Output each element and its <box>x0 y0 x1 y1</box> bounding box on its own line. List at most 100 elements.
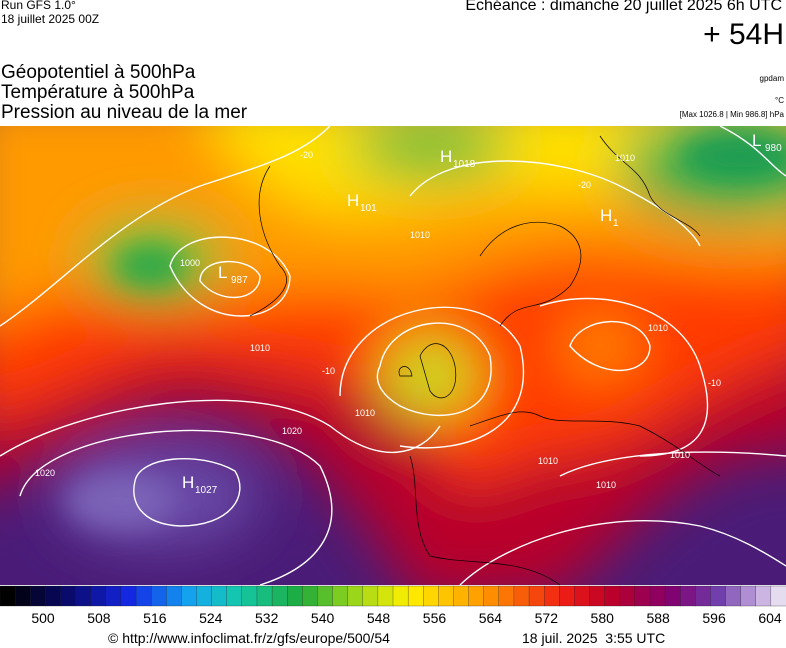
isoline-label: -20 <box>300 150 313 160</box>
colorbar-swatch <box>498 585 515 607</box>
colorbar-swatch <box>181 585 197 607</box>
colorbar-swatch <box>664 585 681 607</box>
center-symbol: H <box>600 206 612 225</box>
center-value: 980 <box>765 143 782 154</box>
colorbar-swatch <box>75 585 92 607</box>
colorbar-swatch <box>120 585 137 607</box>
colorbar-tick-label: 572 <box>535 610 559 626</box>
colorbar: 500 508 516 524 532 540 548 556 564 572 580 588 596 6… <box>0 585 786 646</box>
colorbar-tick-label: 580 <box>591 610 615 626</box>
colorbar-tick-label: 556 <box>423 610 447 626</box>
colorbar-swatch <box>362 585 379 607</box>
colorbar-swatch <box>0 585 16 607</box>
colorbar-swatch <box>589 585 606 607</box>
colorbar-tick-label: 500 <box>31 610 55 626</box>
colorbar-swatch <box>680 585 696 607</box>
isoline-label: 1010 <box>250 343 270 353</box>
center-symbol: L <box>752 131 761 150</box>
colorbar-swatch <box>211 585 228 607</box>
generated-time: 18 juil. 2025 3:55 UTC <box>522 630 665 646</box>
title: Pression au niveau de la mer <box>1 102 248 123</box>
isoline-label: -10 <box>708 378 721 388</box>
colorbar-swatch <box>468 585 485 607</box>
run-label: Run GFS 1.0° <box>1 0 76 12</box>
isoline-label: 1010 <box>648 323 668 333</box>
colorbar-swatch <box>105 585 122 607</box>
colorbar-swatch <box>30 585 46 607</box>
colorbar-tick-label: 508 <box>87 610 111 626</box>
colorbar-swatch <box>271 585 288 607</box>
colorbar-swatch <box>135 585 152 607</box>
colorbar-tick-label: 564 <box>479 610 503 626</box>
colorbar-swatch <box>483 585 500 607</box>
colorbar-swatch <box>544 585 560 607</box>
colorbar-swatch <box>574 585 590 607</box>
center-symbol: H <box>440 147 452 166</box>
colorbar-swatch <box>619 585 636 607</box>
colorbar-swatch <box>604 585 621 607</box>
title: Température à 500hPa <box>1 82 195 103</box>
title: Géopotentiel à 500hPa <box>1 62 196 83</box>
colorbar-swatch <box>45 585 61 607</box>
colorbar-swatch <box>695 585 711 607</box>
source-url: © http://www.infoclimat.fr/z/gfs/europe/… <box>108 630 390 646</box>
colorbar-swatch <box>14 585 31 607</box>
center-symbol: L <box>218 263 227 282</box>
colorbar-swatch <box>392 585 409 607</box>
isoline-label: 1020 <box>35 468 55 478</box>
center-value: 101 <box>360 203 377 214</box>
center-symbol: H <box>347 191 359 210</box>
colorbar-swatch <box>423 585 439 607</box>
colorbar-swatch <box>60 585 77 607</box>
colorbar-swatch <box>317 585 333 607</box>
colorbar-swatch <box>770 585 786 607</box>
colorbar-swatch <box>710 585 726 607</box>
colorbar-swatch <box>332 585 349 607</box>
colorbar-swatch <box>528 585 545 607</box>
colorbar-swatch <box>755 585 772 607</box>
colorbar-swatch <box>740 585 757 607</box>
isoline-label: 1000 <box>180 258 200 268</box>
colorbar-tick-label: 532 <box>255 610 279 626</box>
colorbar-swatch <box>513 585 530 607</box>
center-value: 987 <box>231 275 248 286</box>
colorbar-swatch <box>287 585 303 607</box>
run-date: 18 juillet 2025 00Z <box>1 12 100 26</box>
colorbar-swatch <box>151 585 167 607</box>
isoline-label: 1010 <box>410 230 430 240</box>
isobars <box>0 126 786 585</box>
colorbar-swatch <box>725 585 742 607</box>
lead-time: + 54H <box>703 18 784 51</box>
colorbar-tick-label: 548 <box>367 610 391 626</box>
colorbar-swatch <box>377 585 394 607</box>
center-value: 1 <box>613 218 619 229</box>
colorbar-tick-label: 524 <box>199 610 223 626</box>
colorbar-swatch <box>438 585 454 607</box>
isoline-label: 1020 <box>282 426 302 436</box>
colorbar-tick-label: 540 <box>311 610 335 626</box>
colorbar-swatch <box>559 585 575 607</box>
colorbar-swatch <box>196 585 213 607</box>
colorbar-swatch <box>407 585 424 607</box>
colorbar-tick-label: 516 <box>143 610 167 626</box>
isoline-label: -20 <box>578 180 591 190</box>
unit-label: [Max 1026.8 | Min 986.8] hPa <box>679 110 784 119</box>
center-value: 1027 <box>195 485 218 496</box>
colorbar-swatch <box>256 585 273 607</box>
isoline-label: 1010 <box>596 480 616 490</box>
isoline-label: 1010 <box>615 153 635 163</box>
colorbar-swatch <box>226 585 243 607</box>
colorbar-swatch <box>347 585 364 607</box>
unit-label: gpdam <box>759 74 784 83</box>
isoline-labels: 1010 1000 1010 1010 1010 1020 1020 1010 1010 1010… <box>35 150 721 490</box>
coastlines <box>249 135 721 585</box>
colorbar-swatch <box>166 585 182 607</box>
unit-label: °C <box>775 96 784 105</box>
colorbar-swatch <box>302 585 318 607</box>
forecast-time: Echéance : dimanche 20 juillet 2025 6h U… <box>465 0 782 14</box>
colorbar-tick-label: 588 <box>646 610 670 626</box>
colorbar-tick-label: 604 <box>758 610 782 626</box>
